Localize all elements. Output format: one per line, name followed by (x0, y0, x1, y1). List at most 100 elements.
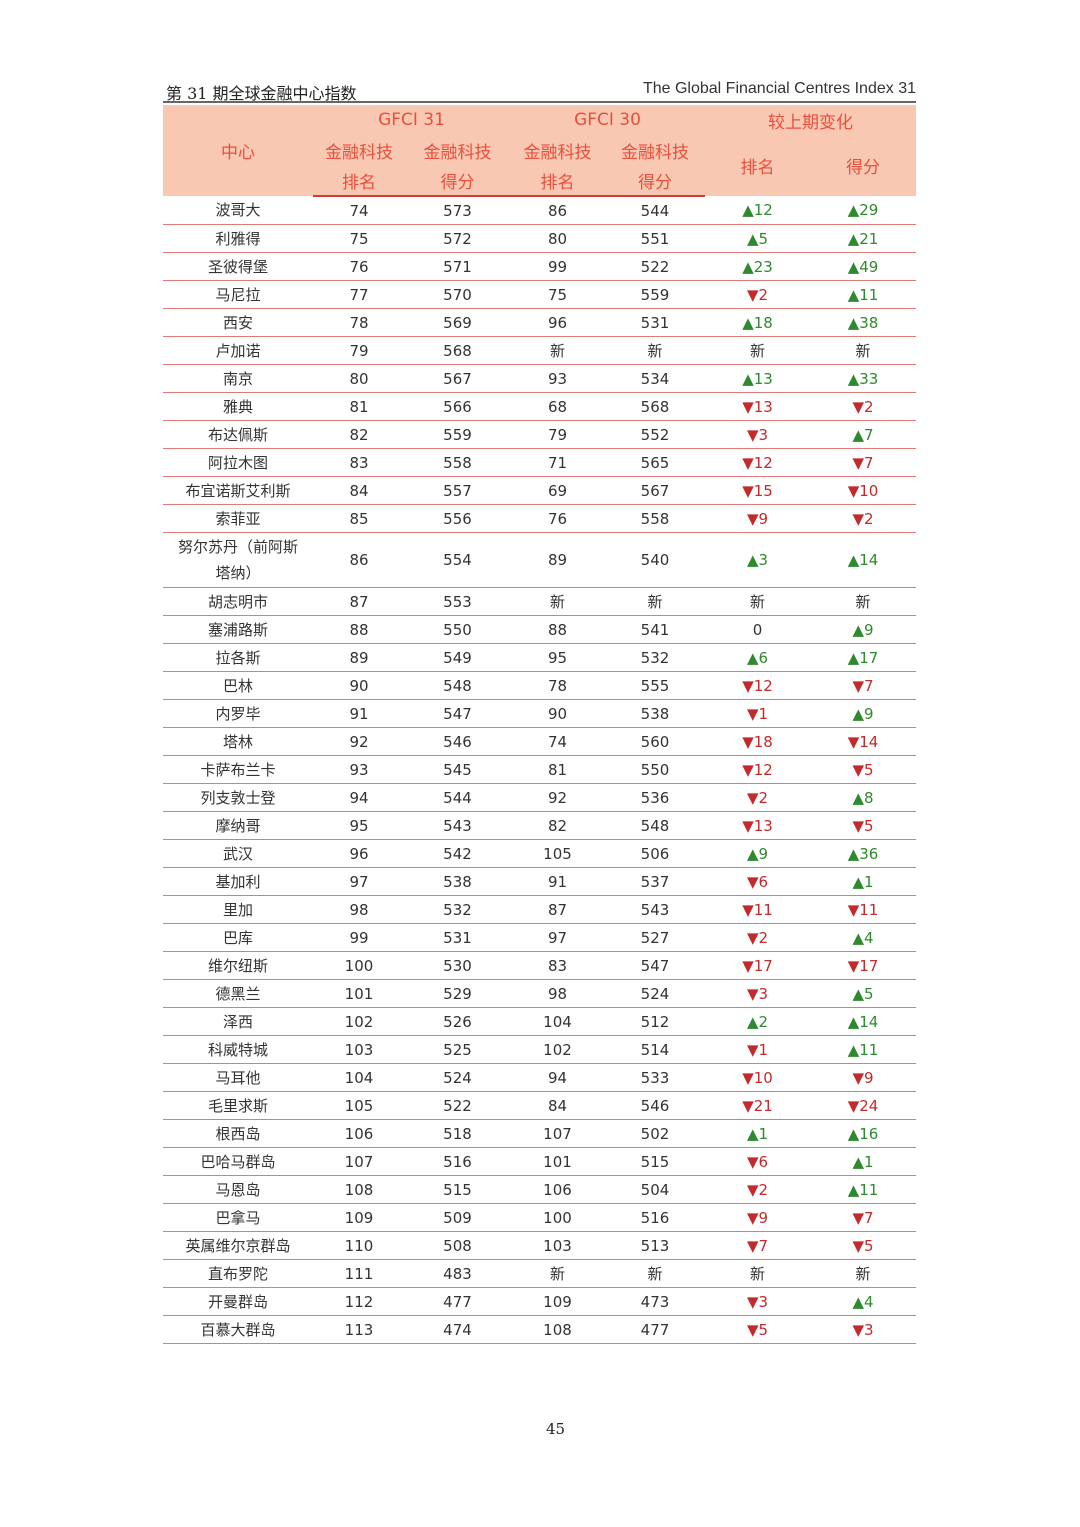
cell-change-score: ▼9 (810, 1063, 916, 1092)
cell-change-rank: ▲12 (705, 196, 810, 225)
cell-change-rank: ▲1 (705, 1119, 810, 1148)
cell-change-score: ▲4 (810, 1287, 916, 1316)
cell-change-rank: ▼2 (705, 923, 810, 952)
cell-gfci31-rank: 79 (313, 336, 405, 365)
cell-gfci30-rank: 80 (510, 224, 605, 253)
table-row: 根西岛 106 518 107 502 ▲1 ▲16 (163, 1119, 916, 1148)
cell-gfci30-rank: 106 (510, 1175, 605, 1204)
cell-change-rank: ▼5 (705, 1315, 810, 1344)
cell-gfci30-score: 506 (605, 839, 705, 868)
cell-gfci31-score: 558 (405, 448, 510, 477)
cell-gfci31-rank: 106 (313, 1119, 405, 1148)
table-row: 科威特城 103 525 102 514 ▼1 ▲11 (163, 1035, 916, 1064)
cell-center: 开曼群岛 (163, 1287, 313, 1316)
cell-gfci30-score: 547 (605, 951, 705, 980)
cell-change-rank: ▲9 (705, 839, 810, 868)
cell-gfci31-score: 544 (405, 783, 510, 812)
cell-center: 波哥大 (163, 196, 313, 225)
cell-change-score: ▼14 (810, 727, 916, 756)
cell-change-rank: ▼2 (705, 280, 810, 309)
table-row: 泽西 102 526 104 512 ▲2 ▲14 (163, 1007, 916, 1036)
cell-change-score: ▲1 (810, 1147, 916, 1176)
cell-gfci31-rank: 111 (313, 1259, 405, 1288)
table-row: 布宜诺斯艾利斯 84 557 69 567 ▼15 ▼10 (163, 476, 916, 505)
cell-gfci31-score: 543 (405, 811, 510, 840)
cell-center: 科威特城 (163, 1035, 313, 1064)
cell-gfci31-rank: 90 (313, 671, 405, 700)
cell-gfci31-rank: 87 (313, 587, 405, 616)
cell-change-score: ▲38 (810, 308, 916, 337)
cell-gfci30-score: 543 (605, 895, 705, 924)
cell-gfci31-rank: 109 (313, 1203, 405, 1232)
cell-gfci31-rank: 98 (313, 895, 405, 924)
cell-center: 英属维尔京群岛 (163, 1231, 313, 1260)
cell-gfci30-score: 552 (605, 420, 705, 449)
cell-gfci30-score: 527 (605, 923, 705, 952)
cell-gfci30-rank: 101 (510, 1147, 605, 1176)
cell-gfci30-score: 538 (605, 699, 705, 728)
table-row: 百慕大群岛 113 474 108 477 ▼5 ▼3 (163, 1315, 916, 1344)
cell-gfci30-rank: 93 (510, 364, 605, 393)
cell-change-score: ▼7 (810, 1203, 916, 1232)
cell-gfci30-score: 558 (605, 504, 705, 533)
cell-center: 雅典 (163, 392, 313, 421)
cell-gfci30-rank: 94 (510, 1063, 605, 1092)
cell-gfci31-rank: 108 (313, 1175, 405, 1204)
cell-gfci31-rank: 97 (313, 867, 405, 896)
cell-gfci30-score: 532 (605, 643, 705, 672)
cell-change-score: ▲4 (810, 923, 916, 952)
cell-gfci30-rank: 69 (510, 476, 605, 505)
cell-change-rank: ▼18 (705, 727, 810, 756)
cell-change-score: ▼5 (810, 811, 916, 840)
cell-change-score: ▲9 (810, 615, 916, 644)
cell-center: 阿拉木图 (163, 448, 313, 477)
cell-change-score: ▲1 (810, 867, 916, 896)
cell-change-rank: ▼3 (705, 420, 810, 449)
cell-gfci30-score: 541 (605, 615, 705, 644)
cell-center: 塔林 (163, 727, 313, 756)
cell-gfci30-score: 522 (605, 252, 705, 281)
cell-center: 泽西 (163, 1007, 313, 1036)
cell-gfci30-score: 533 (605, 1063, 705, 1092)
cell-gfci31-score: 571 (405, 252, 510, 281)
cell-gfci30-rank: 74 (510, 727, 605, 756)
table-row: 巴哈马群岛 107 516 101 515 ▼6 ▲1 (163, 1147, 916, 1176)
cell-gfci30-rank: 新 (510, 336, 605, 365)
cell-gfci30-rank: 108 (510, 1315, 605, 1344)
cell-change-score: ▼2 (810, 392, 916, 421)
cell-gfci31-score: 546 (405, 727, 510, 756)
cell-gfci30-score: 565 (605, 448, 705, 477)
cell-center: 里加 (163, 895, 313, 924)
cell-center: 毛里求斯 (163, 1091, 313, 1120)
cell-change-rank: ▲2 (705, 1007, 810, 1036)
table-row: 摩纳哥 95 543 82 548 ▼13 ▼5 (163, 811, 916, 840)
table-row: 塞浦路斯 88 550 88 541 0 ▲9 (163, 615, 916, 644)
fintech-ranking-table: 中心 GFCI 31 GFCI 30 较上期变化 金融科技 金融科技 金融科技 … (163, 105, 916, 1344)
cell-gfci30-score: 568 (605, 392, 705, 421)
cell-change-rank: ▼21 (705, 1091, 810, 1120)
cell-gfci31-score: 570 (405, 280, 510, 309)
cell-gfci30-rank: 78 (510, 671, 605, 700)
cell-gfci30-rank: 99 (510, 252, 605, 281)
group-change: 较上期变化 (705, 105, 916, 135)
cell-gfci30-rank: 98 (510, 979, 605, 1008)
header-rule (163, 101, 916, 103)
cell-gfci31-score: 474 (405, 1315, 510, 1344)
cell-change-score: ▲14 (810, 532, 916, 588)
cell-gfci30-score: 551 (605, 224, 705, 253)
cell-change-score: ▲33 (810, 364, 916, 393)
cell-center: 列支敦士登 (163, 783, 313, 812)
cell-gfci31-score: 542 (405, 839, 510, 868)
cell-change-rank: ▼12 (705, 755, 810, 784)
cell-gfci30-score: 560 (605, 727, 705, 756)
table-row: 南京 80 567 93 534 ▲13 ▲33 (163, 364, 916, 393)
cell-gfci31-score: 529 (405, 979, 510, 1008)
cell-gfci31-rank: 94 (313, 783, 405, 812)
cell-change-score: ▼10 (810, 476, 916, 505)
cell-gfci30-score: 544 (605, 196, 705, 225)
col-change-rank: 排名 (705, 135, 810, 196)
cell-center: 巴林 (163, 671, 313, 700)
cell-gfci31-score: 566 (405, 392, 510, 421)
cell-gfci31-score: 515 (405, 1175, 510, 1204)
cell-change-score: ▼2 (810, 504, 916, 533)
